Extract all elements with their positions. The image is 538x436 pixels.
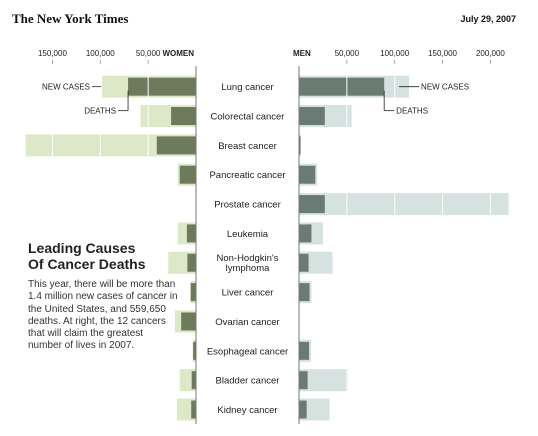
- women-deaths-bar: [179, 165, 196, 184]
- women-deaths-bar: [181, 312, 196, 331]
- publication-date: July 29, 2007: [460, 14, 516, 24]
- category-label: Pancreatic cancer: [209, 170, 285, 181]
- men-new-cases-annotation: NEW CASES: [421, 83, 469, 92]
- women-deaths-bar: [191, 371, 196, 390]
- category-label-line-2: lymphoma: [226, 263, 271, 274]
- men-tick-label: 200,000: [476, 49, 505, 58]
- headline-line-1: Leading Causes: [28, 240, 136, 256]
- women-deaths-bar: [186, 224, 196, 243]
- men-deaths-bar: [299, 253, 309, 272]
- men-deaths-bar: [299, 371, 308, 390]
- category-label: Ovarian cancer: [215, 317, 279, 328]
- category-label: Esophageal cancer: [207, 346, 288, 357]
- category-label: Leukemia: [227, 229, 269, 240]
- men-new-cases-bar: [299, 369, 348, 392]
- category-label: Kidney cancer: [217, 405, 277, 416]
- women-deaths-bar: [191, 400, 196, 419]
- women-deaths-bar: [193, 341, 196, 360]
- women-new-cases-annotation: NEW CASES: [42, 83, 90, 92]
- chart-headline: Leading Causes Of Cancer Deaths: [28, 240, 178, 272]
- masthead-logo: The New York Times: [12, 11, 129, 26]
- men-deaths-bar: [299, 224, 312, 243]
- women-tick-label: 100,000: [86, 49, 115, 58]
- men-tick-label: 50,000: [335, 49, 360, 58]
- men-deaths-bar: [299, 283, 310, 302]
- men-new-cases-bar: [299, 193, 509, 216]
- category-label: Breast cancer: [218, 141, 277, 152]
- category-label: Lung cancer: [221, 82, 273, 93]
- women-deaths-annotation: DEATHS: [84, 107, 116, 116]
- men-tick-label: 150,000: [428, 49, 457, 58]
- women-deaths-bar: [171, 107, 196, 126]
- men-deaths-bar: [299, 400, 307, 419]
- men-deaths-bar: [299, 77, 385, 96]
- men-tick-label: 100,000: [380, 49, 409, 58]
- women-axis-title: WOMEN: [162, 49, 194, 58]
- category-label: Bladder cancer: [216, 376, 280, 387]
- men-axis-title: MEN: [293, 49, 311, 58]
- category-label: Colorectal cancer: [211, 112, 285, 123]
- chart-description: This year, there will be more than 1.4 m…: [28, 279, 178, 352]
- men-deaths-bar: [299, 107, 325, 126]
- women-tick-label: 150,000: [38, 49, 67, 58]
- women-new-cases-bar: [25, 134, 197, 157]
- headline-line-2: Of Cancer Deaths: [28, 256, 146, 272]
- women-deaths-bar: [187, 253, 196, 272]
- women-deaths-bar: [190, 283, 196, 302]
- category-label: Prostate cancer: [214, 200, 281, 211]
- men-deaths-bar: [299, 195, 325, 214]
- women-deaths-bar: [156, 136, 196, 155]
- women-deaths-bar: [128, 77, 196, 96]
- category-label: Liver cancer: [222, 288, 274, 299]
- women-tick-label: 50,000: [136, 49, 161, 58]
- men-deaths-bar: [299, 136, 301, 155]
- men-deaths-bar: [299, 165, 316, 184]
- category-label-line-1: Non-Hodgkin's: [216, 253, 278, 264]
- men-deaths-bar: [299, 341, 310, 360]
- men-deaths-annotation: DEATHS: [396, 107, 428, 116]
